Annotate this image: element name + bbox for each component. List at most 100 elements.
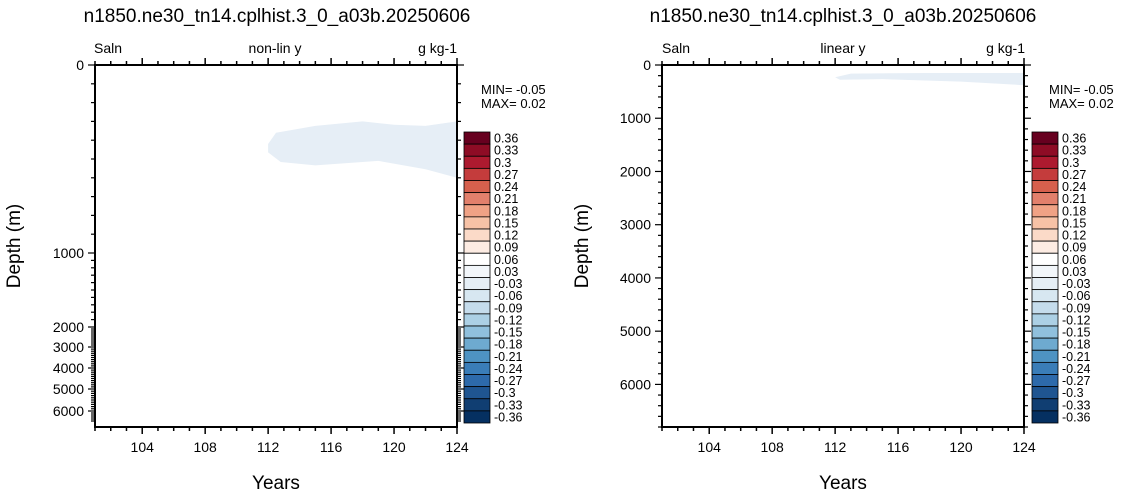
colorbar-label: -0.12 bbox=[494, 313, 523, 327]
right-min-label: MIN= -0.05 bbox=[1049, 82, 1114, 97]
colorbar-label: 0.18 bbox=[494, 204, 518, 218]
colorbar-label: -0.15 bbox=[494, 326, 523, 340]
colorbar-label: 0.3 bbox=[1062, 156, 1079, 170]
left-panel-title: n1850.ne30_tn14.cplhist.3_0_a03b.2025060… bbox=[84, 6, 471, 27]
right-scale-label: linear y bbox=[820, 40, 865, 56]
colorbar-swatch bbox=[463, 313, 491, 327]
x-tick-label: 120 bbox=[382, 439, 406, 455]
colorbar-swatch bbox=[1031, 325, 1059, 339]
right-colorbar: 0.360.330.30.270.240.210.180.150.120.090… bbox=[1031, 132, 1091, 424]
y-tick-label: 2000 bbox=[620, 163, 651, 179]
colorbar-label: 0.24 bbox=[1062, 180, 1086, 194]
left-salinity-anomaly-region bbox=[268, 121, 457, 178]
y-tick-label: 4000 bbox=[620, 270, 651, 286]
colorbar-swatch bbox=[463, 155, 491, 169]
colorbar-swatch bbox=[463, 289, 491, 303]
left-panel: n1850.ne30_tn14.cplhist.3_0_a03b.2025060… bbox=[4, 6, 546, 494]
colorbar-swatch bbox=[463, 349, 491, 363]
colorbar-swatch bbox=[1031, 143, 1059, 157]
colorbar-swatch bbox=[463, 228, 491, 242]
y-tick-label: 6000 bbox=[620, 376, 651, 392]
colorbar-swatch bbox=[1031, 374, 1059, 388]
colorbar-swatch bbox=[463, 252, 491, 266]
colorbar-swatch bbox=[1031, 180, 1059, 194]
colorbar-swatch bbox=[1031, 337, 1059, 351]
x-tick-label: 124 bbox=[445, 439, 469, 455]
colorbar-label: -0.27 bbox=[494, 374, 523, 388]
right-variable-label: Saln bbox=[662, 40, 690, 56]
x-tick-label: 108 bbox=[193, 439, 217, 455]
colorbar-label: -0.03 bbox=[1062, 277, 1091, 291]
x-tick-label: 116 bbox=[320, 439, 343, 455]
x-tick-label: 112 bbox=[257, 439, 280, 455]
colorbar-swatch bbox=[1031, 264, 1059, 278]
colorbar-swatch bbox=[1031, 289, 1059, 303]
colorbar-label: -0.24 bbox=[1062, 362, 1091, 376]
colorbar-swatch bbox=[1031, 240, 1059, 254]
colorbar-swatch bbox=[463, 361, 491, 375]
left-variable-label: Saln bbox=[94, 40, 122, 56]
x-tick-label: 124 bbox=[1012, 439, 1036, 455]
colorbar-label: 0.18 bbox=[1062, 204, 1086, 218]
left-scale-label: non-lin y bbox=[249, 40, 302, 56]
colorbar-label: 0.03 bbox=[494, 265, 518, 279]
colorbar-swatch bbox=[463, 216, 491, 230]
y-tick-label: 5000 bbox=[53, 381, 84, 397]
colorbar-swatch bbox=[463, 277, 491, 291]
colorbar-label: 0.27 bbox=[1062, 168, 1086, 182]
colorbar-label: -0.06 bbox=[1062, 289, 1091, 303]
right-units-label: g kg-1 bbox=[986, 40, 1025, 56]
colorbar-label: 0.36 bbox=[494, 132, 518, 146]
right-panel: n1850.ne30_tn14.cplhist.3_0_a03b.2025060… bbox=[572, 6, 1114, 494]
colorbar-label: -0.18 bbox=[494, 338, 523, 352]
right-x-axis-label: Years bbox=[819, 473, 867, 494]
right-x-axis: 104 108 112 116 120 124 bbox=[661, 58, 1036, 455]
left-x-axis: 104 108 112 116 120 124 bbox=[94, 58, 469, 455]
left-min-label: MIN= -0.05 bbox=[481, 82, 546, 97]
right-panel-title: n1850.ne30_tn14.cplhist.3_0_a03b.2025060… bbox=[650, 6, 1037, 27]
left-max-label: MAX= 0.02 bbox=[481, 96, 546, 111]
colorbar-swatch bbox=[463, 131, 491, 145]
left-units-label: g kg-1 bbox=[418, 40, 457, 56]
colorbar-label: -0.09 bbox=[1062, 301, 1091, 315]
colorbar-label: -0.36 bbox=[494, 410, 523, 424]
colorbar-label: 0.21 bbox=[1062, 192, 1086, 206]
colorbar-swatch bbox=[1031, 313, 1059, 327]
colorbar-label: 0.33 bbox=[1062, 144, 1086, 158]
colorbar-label: -0.3 bbox=[1062, 386, 1084, 400]
colorbar-swatch bbox=[1031, 155, 1059, 169]
left-x-axis-label: Years bbox=[252, 473, 300, 494]
colorbar-label: 0.21 bbox=[494, 192, 518, 206]
colorbar-label: -0.06 bbox=[494, 289, 523, 303]
colorbar-swatch bbox=[463, 143, 491, 157]
colorbar-swatch bbox=[1031, 361, 1059, 375]
colorbar-label: -0.03 bbox=[494, 277, 523, 291]
colorbar-label: -0.09 bbox=[494, 301, 523, 315]
colorbar-label: 0.06 bbox=[494, 253, 518, 267]
colorbar-label: -0.33 bbox=[1062, 398, 1091, 412]
colorbar-swatch bbox=[463, 180, 491, 194]
colorbar-swatch bbox=[463, 410, 491, 424]
colorbar-label: 0.24 bbox=[494, 180, 518, 194]
colorbar-label: -0.21 bbox=[494, 350, 523, 364]
colorbar-label: -0.15 bbox=[1062, 326, 1091, 340]
y-tick-label: 2000 bbox=[53, 319, 84, 335]
y-tick-label: 5000 bbox=[620, 323, 651, 339]
colorbar-label: 0.3 bbox=[494, 156, 511, 170]
y-tick-label: 3000 bbox=[620, 217, 651, 233]
colorbar-label: 0.06 bbox=[1062, 253, 1086, 267]
colorbar-swatch bbox=[1031, 216, 1059, 230]
colorbar-label: 0.15 bbox=[1062, 216, 1086, 230]
colorbar-label: 0.03 bbox=[1062, 265, 1086, 279]
colorbar-label: 0.36 bbox=[1062, 132, 1086, 146]
colorbar-swatch bbox=[1031, 204, 1059, 218]
x-tick-label: 108 bbox=[760, 439, 784, 455]
x-tick-label: 116 bbox=[887, 439, 910, 455]
colorbar-label: -0.12 bbox=[1062, 313, 1091, 327]
colorbar-swatch bbox=[463, 374, 491, 388]
left-plot-frame bbox=[94, 64, 458, 428]
y-tick-label: 0 bbox=[76, 57, 84, 73]
colorbar-swatch bbox=[463, 240, 491, 254]
y-tick-label: 1000 bbox=[620, 110, 651, 126]
